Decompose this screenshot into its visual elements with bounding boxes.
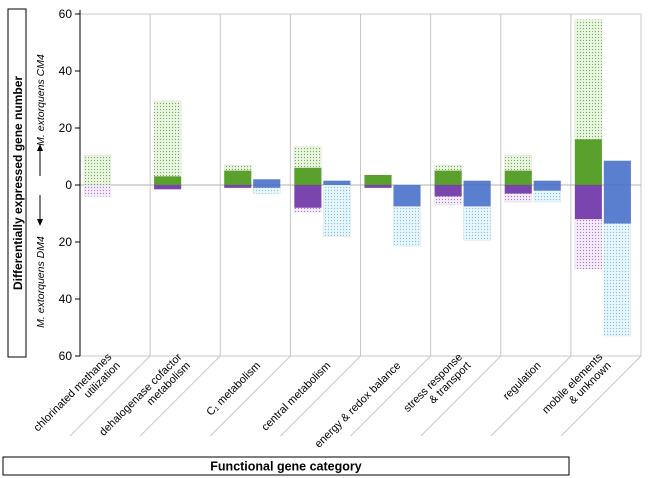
bar-left-5 bbox=[434, 164, 462, 206]
bar-down-light bbox=[603, 223, 632, 337]
category-label-line: central metabolism bbox=[259, 360, 333, 434]
bar-left-0 bbox=[83, 154, 112, 197]
category-guide-line bbox=[350, 355, 431, 437]
bar-down-light bbox=[533, 190, 561, 203]
up-arrow-head bbox=[37, 144, 43, 151]
bar-down-solid bbox=[294, 184, 322, 209]
bar-up-solid bbox=[574, 139, 603, 186]
side-label-dm4: M. extorquens DM4 bbox=[35, 195, 47, 328]
category-guide-line bbox=[560, 355, 642, 437]
bar-right-3 bbox=[323, 180, 351, 237]
bar-down-light bbox=[323, 184, 351, 237]
bar-down-solid bbox=[463, 184, 491, 207]
bar-up-light bbox=[504, 154, 532, 171]
bar-up-solid bbox=[323, 180, 351, 186]
bar-up-light bbox=[224, 164, 252, 172]
bar-up-light bbox=[294, 146, 322, 169]
bar-down-light bbox=[393, 206, 421, 247]
bar-down-light bbox=[463, 206, 491, 241]
category-guide-line bbox=[69, 355, 151, 437]
y-axis-label: Differentially expressed gene number bbox=[11, 76, 25, 290]
bar-up-solid bbox=[153, 176, 182, 186]
y-axis-label-box bbox=[7, 8, 27, 358]
bar-down-light bbox=[83, 184, 112, 197]
bar-down-solid bbox=[393, 184, 421, 207]
bar-down-light bbox=[294, 207, 322, 213]
bar-right-7 bbox=[603, 160, 632, 337]
bar-left-7 bbox=[574, 19, 603, 270]
category-guide-line bbox=[490, 355, 572, 437]
bar-down-solid bbox=[253, 184, 281, 189]
category-label-line: C₁ metabolism bbox=[204, 360, 263, 419]
y-tick-label: 40 bbox=[59, 292, 73, 306]
side-label-cm4: M. extorquens CM4 bbox=[35, 54, 47, 176]
bar-right-4 bbox=[393, 184, 421, 247]
bar-down-solid bbox=[533, 184, 561, 191]
bar-up-solid bbox=[253, 179, 281, 186]
bar-up-solid bbox=[533, 180, 561, 186]
bar-down-solid bbox=[603, 184, 632, 224]
category-label: stress response& transport bbox=[402, 351, 474, 414]
x-axis-label: Functional gene category bbox=[210, 460, 361, 474]
bar-left-2 bbox=[224, 164, 252, 189]
bar-down-solid bbox=[504, 184, 532, 194]
bar-up-solid bbox=[364, 174, 392, 186]
category-guide-line bbox=[420, 355, 502, 437]
category-guide-line bbox=[280, 355, 361, 437]
bar-down-solid bbox=[434, 184, 462, 197]
bar-up-light bbox=[574, 19, 603, 140]
bar-down-solid bbox=[153, 184, 182, 190]
y-tick-label: 60 bbox=[59, 349, 73, 363]
x-axis-label-box bbox=[2, 456, 570, 476]
category-label-line: chlorinated methanes bbox=[31, 351, 114, 434]
bar-down-light bbox=[574, 218, 603, 270]
category-label: regulation bbox=[501, 360, 544, 403]
bar-up-solid bbox=[504, 170, 532, 186]
bar-up-light bbox=[153, 100, 182, 177]
bar-down-light bbox=[434, 196, 462, 206]
bar-up-solid bbox=[434, 170, 462, 186]
bar-down-solid bbox=[364, 184, 392, 189]
y-tick-label: 20 bbox=[59, 235, 73, 249]
bar-down-light bbox=[504, 193, 532, 203]
down-arrow-head bbox=[37, 219, 43, 226]
category-guide-line bbox=[139, 355, 221, 437]
y-tick-label: 60 bbox=[59, 7, 73, 21]
bar-right-6 bbox=[533, 180, 561, 203]
ylabel-up-text: M. extorquens CM4 bbox=[35, 54, 47, 146]
bar-left-4 bbox=[364, 174, 392, 189]
bar-up-light bbox=[434, 164, 462, 172]
y-tick-label: 20 bbox=[59, 121, 73, 135]
bar-down-light bbox=[253, 187, 281, 194]
category-label: C₁ metabolism bbox=[204, 360, 263, 419]
category-label: mobile elements& unknown bbox=[540, 351, 614, 416]
bar-up-solid bbox=[603, 160, 632, 186]
y-tick-label: 40 bbox=[59, 64, 73, 78]
bar-down-solid bbox=[574, 184, 603, 220]
bar-left-3 bbox=[294, 146, 322, 213]
category-guide-line bbox=[210, 355, 291, 437]
category-label-line: regulation bbox=[501, 360, 544, 403]
bar-up-solid bbox=[294, 167, 322, 186]
bar-up-solid bbox=[463, 180, 491, 186]
y-tick-label: 0 bbox=[65, 178, 72, 192]
bar-left-1 bbox=[153, 100, 182, 190]
ylabel-down-text: M. extorquens DM4 bbox=[35, 236, 47, 328]
bar-up-light bbox=[83, 154, 112, 186]
category-label: central metabolism bbox=[259, 360, 333, 434]
bar-left-6 bbox=[504, 154, 532, 203]
bar-right-5 bbox=[463, 180, 491, 241]
bar-down-solid bbox=[224, 184, 252, 189]
bar-up-solid bbox=[224, 170, 252, 186]
bar-right-2 bbox=[253, 179, 281, 194]
